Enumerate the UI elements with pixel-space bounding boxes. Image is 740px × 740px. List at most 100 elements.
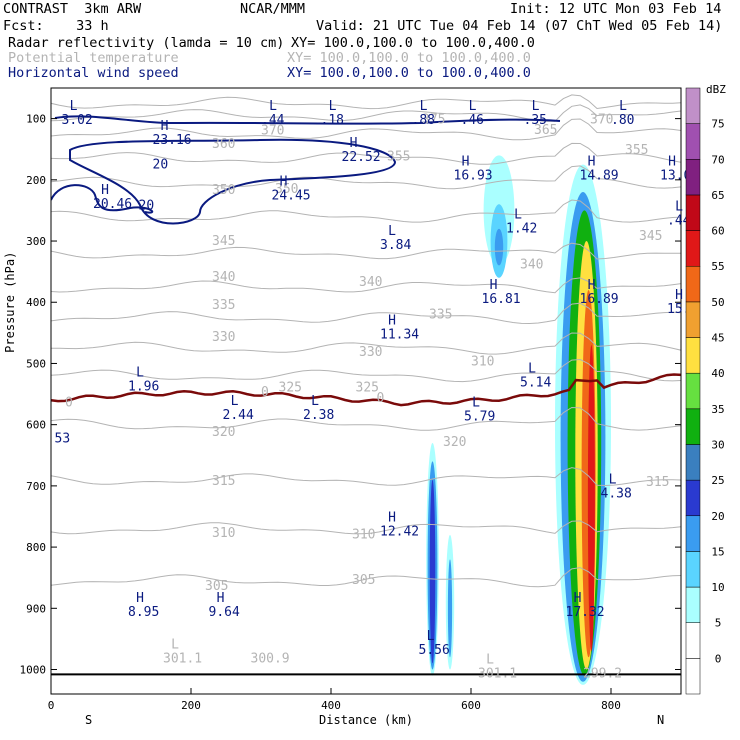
reflectivity-cell <box>429 479 436 664</box>
theta-label: 360 <box>212 137 235 152</box>
extremum-marker: H <box>462 155 470 170</box>
theta-label: 340 <box>212 270 235 285</box>
field-potential-temperature-xy: XY= 100.0,100.0 to 100.0,400.0 <box>287 50 531 66</box>
theta-label: 325 <box>356 381 379 396</box>
colorbar-swatch <box>685 658 701 695</box>
extremum-value: 16.93 <box>454 169 493 184</box>
extremum-marker: L <box>514 207 522 222</box>
theta-label: 305 <box>205 579 228 594</box>
theta-label: 315 <box>646 475 669 490</box>
y-tick-label: 300 <box>26 235 46 248</box>
extremum-value: 4.38 <box>601 486 632 501</box>
y-tick-label: 900 <box>26 602 46 615</box>
colorbar-label: 5 <box>715 617 722 630</box>
extremum-marker: L <box>231 394 239 409</box>
extremum-value: 12.42 <box>380 524 419 539</box>
extremum-value: 3.02 <box>62 113 93 128</box>
colorbar-swatch <box>685 551 701 588</box>
colorbar-label: 45 <box>711 332 724 345</box>
theta-label: 355 <box>625 143 648 158</box>
extremum-value: 301.1 <box>163 652 202 667</box>
extremum-value: .80 <box>611 113 634 128</box>
extremum-marker: L <box>532 99 540 114</box>
theta-label: 355 <box>387 149 410 164</box>
extremum-value: 20.46 <box>93 197 132 212</box>
extremum-marker: L <box>619 99 627 114</box>
theta-label: 340 <box>359 275 382 290</box>
model-title: CONTRAST 3km ARW <box>3 1 142 17</box>
x-tick-label: 200 <box>181 699 201 712</box>
colorbar-swatch <box>685 230 701 267</box>
theta-contour-line <box>51 142 681 165</box>
theta-label: 370 <box>590 113 613 128</box>
y-axis-label: Pressure (hPa) <box>3 252 17 353</box>
extremum-marker: H <box>675 288 683 303</box>
colorbar-swatch <box>685 479 701 517</box>
forecast-hour: Fcst: 33 h <box>3 18 109 34</box>
colorbar-swatch <box>685 87 701 124</box>
colorbar-swatch <box>685 622 701 659</box>
freezing-level-line <box>51 373 681 407</box>
reflectivity-cell <box>587 345 595 652</box>
extremum-marker: L <box>675 199 683 214</box>
theta-contour-line <box>51 94 681 110</box>
field-reflectivity-xy: XY= 100.0,100.0 to 100.0,400.0 <box>291 35 535 51</box>
extremum-marker: H <box>161 119 169 134</box>
theta-contour-line <box>51 467 681 487</box>
theta-contour-line <box>51 332 681 355</box>
extremum-value: 300.9 <box>251 652 290 667</box>
wind-contour-line <box>51 184 154 214</box>
extremum-value: 13.0 <box>660 169 691 184</box>
theta-label: 330 <box>359 345 382 360</box>
x-tick-label: 0 <box>48 699 55 712</box>
extremum-value: 22.52 <box>342 150 381 165</box>
extremum-marker: L <box>420 99 428 114</box>
colorbar-swatch <box>685 159 701 196</box>
extremum-marker: L <box>70 99 78 114</box>
y-tick-label: 1000 <box>20 664 47 677</box>
extremum-value: 17.32 <box>566 605 605 620</box>
colorbar-swatch <box>685 301 701 338</box>
colorbar-label: 10 <box>711 581 724 594</box>
colorbar-label: 40 <box>711 367 724 380</box>
extremum-value: .44 <box>667 213 691 228</box>
theta-label: 335 <box>429 307 452 322</box>
extremum-value: 2.38 <box>303 408 334 423</box>
colorbar-swatch <box>685 194 701 231</box>
extremum-value: 5.14 <box>520 376 551 391</box>
extremum-value: .18 <box>321 113 344 128</box>
extremum-value: 5.56 <box>419 643 450 658</box>
theta-contour-line <box>51 358 681 383</box>
theta-label: 370 <box>261 124 284 139</box>
theta-contour-line <box>51 567 681 588</box>
theta-contour-line <box>51 302 681 325</box>
field-potential-temperature: Potential temperature <box>8 50 179 66</box>
colorbar-label: 65 <box>711 189 724 202</box>
colorbar-label: 30 <box>711 438 724 451</box>
field-wind-speed-xy: XY= 100.0,100.0 to 100.0,400.0 <box>287 65 531 81</box>
colorbar-label: 0 <box>715 652 722 665</box>
colorbar-unit: dBZ <box>706 83 726 96</box>
wind-contour-label: 20 <box>139 198 155 213</box>
theta-label: 305 <box>352 573 375 588</box>
colorbar-swatch <box>685 586 701 623</box>
theta-contour-line <box>51 104 681 122</box>
extremum-value: 16.89 <box>580 292 619 307</box>
theta-contour-line <box>51 165 681 190</box>
y-tick-label: 800 <box>26 541 46 554</box>
extremum-value: 2.44 <box>223 408 254 423</box>
colorbar-label: 20 <box>711 510 724 523</box>
colorbar-swatch <box>685 123 701 160</box>
extremum-marker: H <box>280 174 288 189</box>
extremum-marker: L <box>609 472 617 487</box>
reflectivity-cell <box>494 228 504 266</box>
theta-label: 310 <box>212 526 235 541</box>
theta-label: 320 <box>443 435 466 450</box>
theta-label: 315 <box>212 474 235 489</box>
colorbar-label: 55 <box>711 260 724 273</box>
extremum-marker: L <box>311 394 319 409</box>
colorbar-label: 60 <box>711 225 724 238</box>
extremum-marker: H <box>350 136 358 151</box>
extremum-marker: L <box>486 652 494 667</box>
